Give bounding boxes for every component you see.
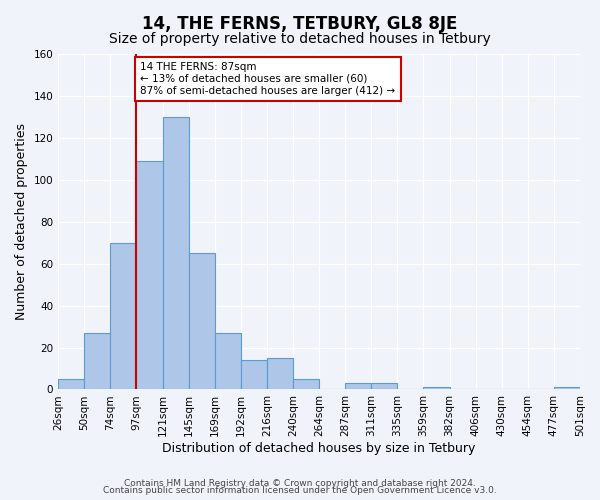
Bar <box>267 358 293 390</box>
Bar <box>345 383 371 390</box>
Bar <box>188 253 215 390</box>
Text: Size of property relative to detached houses in Tetbury: Size of property relative to detached ho… <box>109 32 491 46</box>
Text: 14 THE FERNS: 87sqm
← 13% of detached houses are smaller (60)
87% of semi-detach: 14 THE FERNS: 87sqm ← 13% of detached ho… <box>140 62 395 96</box>
Bar <box>84 333 110 390</box>
Text: 14, THE FERNS, TETBURY, GL8 8JE: 14, THE FERNS, TETBURY, GL8 8JE <box>142 15 458 33</box>
Y-axis label: Number of detached properties: Number of detached properties <box>15 123 28 320</box>
Bar <box>163 117 188 390</box>
Bar <box>110 242 136 390</box>
Bar <box>58 379 84 390</box>
Bar <box>293 379 319 390</box>
Bar <box>241 360 267 390</box>
Bar <box>424 388 449 390</box>
Bar <box>554 388 580 390</box>
Bar <box>371 383 397 390</box>
Text: Contains public sector information licensed under the Open Government Licence v3: Contains public sector information licen… <box>103 486 497 495</box>
X-axis label: Distribution of detached houses by size in Tetbury: Distribution of detached houses by size … <box>163 442 476 455</box>
Bar <box>136 161 163 390</box>
Text: Contains HM Land Registry data © Crown copyright and database right 2024.: Contains HM Land Registry data © Crown c… <box>124 478 476 488</box>
Bar <box>215 333 241 390</box>
